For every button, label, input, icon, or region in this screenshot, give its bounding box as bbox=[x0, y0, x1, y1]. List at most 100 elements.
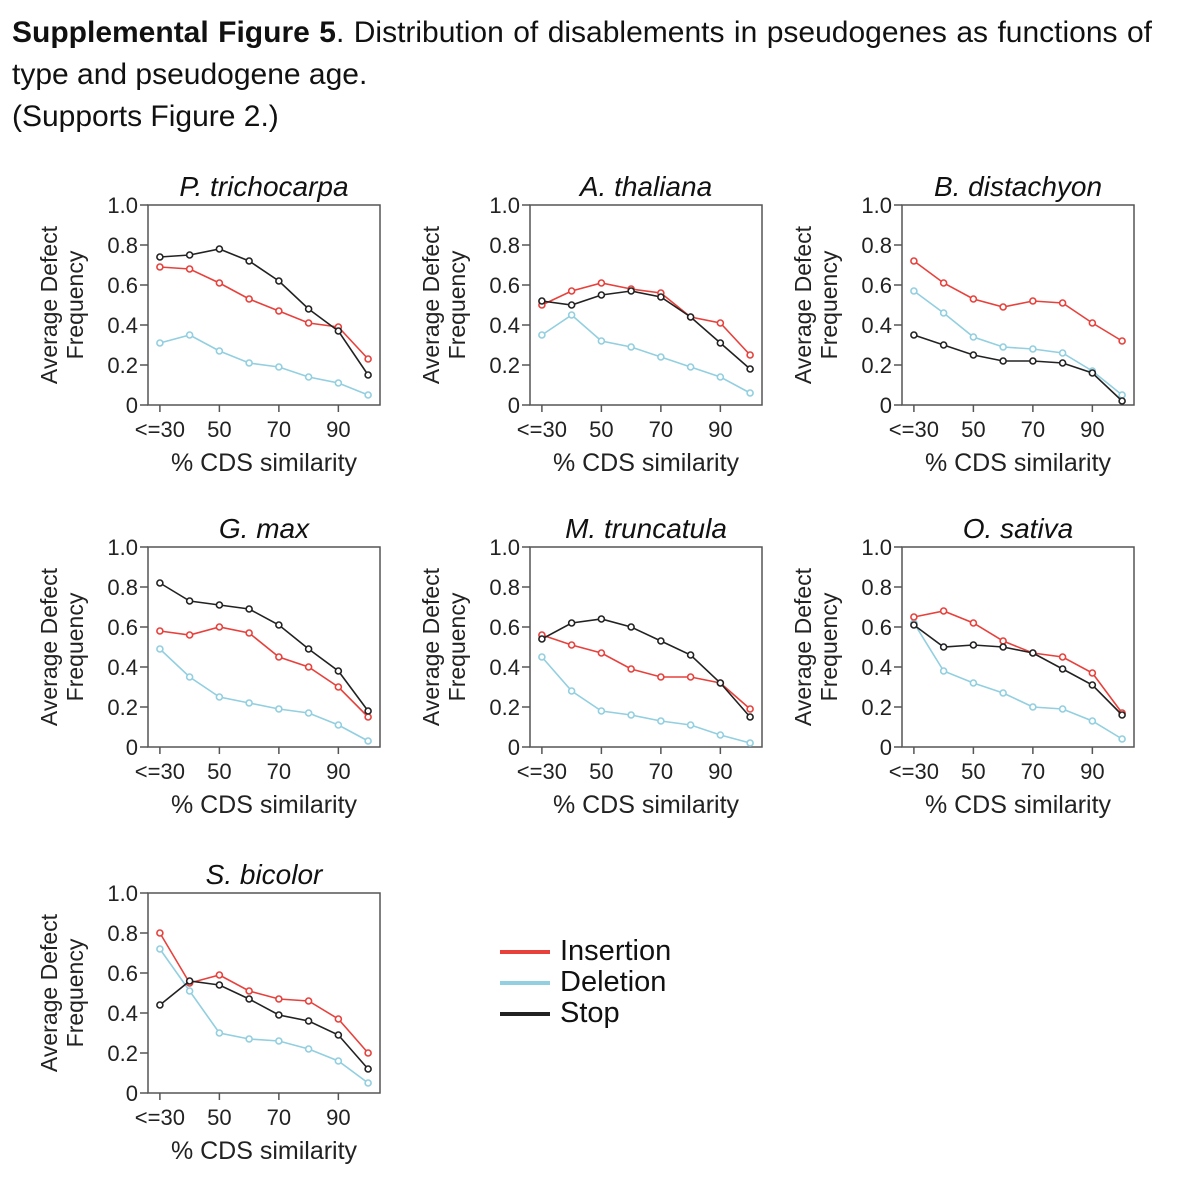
x-axis-label: % CDS similarity bbox=[553, 791, 740, 819]
data-point-deletion bbox=[1058, 705, 1067, 713]
y-axis-label-line1: Average Defect bbox=[418, 225, 444, 384]
data-point-insertion bbox=[657, 673, 665, 681]
x-tick-label: 50 bbox=[589, 759, 613, 784]
data-point-deletion bbox=[215, 347, 224, 355]
data-point-deletion bbox=[969, 333, 978, 341]
data-point-deletion bbox=[275, 363, 283, 371]
data-point-deletion bbox=[304, 709, 313, 717]
data-point-stop bbox=[275, 277, 283, 285]
series-line-stop bbox=[541, 618, 751, 718]
x-tick-label: 70 bbox=[649, 417, 673, 442]
data-point-insertion bbox=[215, 623, 224, 631]
y-tick-label: 0.6 bbox=[489, 273, 520, 298]
data-point-insertion bbox=[304, 663, 313, 671]
data-point-deletion bbox=[215, 1029, 224, 1037]
y-tick-label: 1.0 bbox=[107, 535, 138, 560]
series-line-deletion bbox=[159, 648, 369, 742]
data-point-insertion bbox=[156, 929, 164, 937]
data-point-stop bbox=[627, 287, 635, 295]
data-point-stop bbox=[334, 327, 343, 335]
caption-note: (Supports Figure 2.) bbox=[12, 100, 279, 133]
y-tick-label: 0.2 bbox=[489, 353, 520, 378]
data-point-deletion bbox=[716, 373, 725, 381]
data-point-insertion bbox=[215, 971, 224, 979]
data-point-insertion bbox=[245, 629, 253, 637]
data-point-deletion bbox=[716, 731, 725, 739]
data-point-insertion bbox=[334, 683, 343, 691]
series-line-deletion bbox=[541, 313, 751, 394]
data-point-insertion bbox=[1118, 337, 1126, 345]
data-point-stop bbox=[185, 977, 194, 985]
data-point-deletion bbox=[1058, 349, 1067, 357]
x-tick-label: 50 bbox=[589, 417, 613, 442]
data-point-deletion bbox=[156, 645, 164, 653]
data-point-insertion bbox=[364, 355, 372, 363]
x-tick-label: <=30 bbox=[135, 759, 185, 784]
y-tick-label: 0.6 bbox=[489, 615, 520, 640]
data-point-deletion bbox=[910, 287, 918, 295]
data-point-insertion bbox=[1088, 319, 1097, 327]
y-axis-label-line1: Average Defect bbox=[36, 567, 62, 726]
data-point-stop bbox=[657, 293, 665, 301]
data-point-stop bbox=[1058, 665, 1067, 673]
plot-frame bbox=[529, 546, 763, 748]
x-tick-label: 70 bbox=[267, 417, 291, 442]
data-point-stop bbox=[999, 643, 1007, 651]
x-axis-label: % CDS similarity bbox=[925, 791, 1112, 819]
data-point-stop bbox=[304, 1017, 313, 1025]
legend-label-stop: Stop bbox=[560, 997, 620, 1029]
x-tick-label: 50 bbox=[207, 759, 231, 784]
y-axis-label-line1: Average Defect bbox=[790, 225, 816, 384]
x-axis-label: % CDS similarity bbox=[171, 1137, 358, 1165]
data-point-insertion bbox=[364, 1049, 372, 1057]
data-point-insertion bbox=[275, 653, 283, 661]
y-tick-label: 0.2 bbox=[107, 695, 138, 720]
data-point-stop bbox=[275, 1011, 283, 1019]
series-line-deletion bbox=[541, 656, 751, 744]
y-tick-label: 0 bbox=[508, 735, 520, 760]
data-point-stop bbox=[1118, 397, 1126, 405]
data-point-insertion bbox=[910, 257, 918, 265]
chart-panel-6: O. sativa 0 0.2 0.4 0.6 0.8 1.0 <=30 50 70 90 % CDS… bbox=[784, 507, 1164, 827]
chart-title: A. thaliana bbox=[578, 171, 712, 202]
y-axis-label-line2: Frequency bbox=[62, 938, 88, 1047]
y-tick-label: 0.4 bbox=[861, 313, 892, 338]
plot-frame bbox=[147, 546, 381, 748]
series-line-stop bbox=[913, 334, 1123, 402]
y-axis-label-line2: Frequency bbox=[444, 250, 470, 359]
data-point-stop bbox=[275, 621, 283, 629]
chart-svg: O. sativa 0 0.2 0.4 0.6 0.8 1.0 <=30 50 70 90 % CDS… bbox=[790, 513, 1135, 819]
data-point-deletion bbox=[334, 721, 343, 729]
data-point-deletion bbox=[1029, 703, 1037, 711]
y-tick-label: 1.0 bbox=[107, 881, 138, 906]
data-point-stop bbox=[567, 619, 576, 627]
data-point-deletion bbox=[364, 391, 372, 399]
series-line-deletion bbox=[913, 622, 1123, 740]
data-point-deletion bbox=[185, 673, 194, 681]
data-point-deletion bbox=[304, 373, 313, 381]
caption-text: . Distribution of disablements in pseudo… bbox=[12, 16, 1152, 91]
chart-svg: A. thaliana 0 0.2 0.4 0.6 0.8 1.0 <=30 50 70 90 % C… bbox=[418, 171, 763, 477]
chart-title: P. trichocarpa bbox=[179, 171, 348, 202]
y-tick-label: 0.2 bbox=[107, 353, 138, 378]
data-point-insertion bbox=[185, 631, 194, 639]
data-point-stop bbox=[364, 1065, 372, 1073]
y-tick-label: 0.8 bbox=[107, 921, 138, 946]
y-tick-label: 0.8 bbox=[861, 575, 892, 600]
data-point-insertion bbox=[939, 279, 948, 287]
data-point-stop bbox=[910, 621, 918, 629]
legend: Insertion Deletion Stop bbox=[500, 936, 671, 1029]
data-point-deletion bbox=[597, 707, 606, 715]
y-tick-label: 0.8 bbox=[107, 233, 138, 258]
x-tick-label: 90 bbox=[1080, 759, 1104, 784]
y-tick-label: 0.4 bbox=[489, 313, 520, 338]
series-line-insertion bbox=[541, 282, 751, 356]
data-point-insertion bbox=[999, 303, 1007, 311]
data-point-insertion bbox=[597, 279, 606, 287]
data-point-stop bbox=[597, 291, 606, 299]
y-tick-label: 0 bbox=[126, 393, 138, 418]
chart-svg: S. bicolor 0 0.2 0.4 0.6 0.8 1.0 <=30 50 70 90 % CD… bbox=[36, 859, 381, 1165]
y-tick-label: 0 bbox=[880, 735, 892, 760]
y-tick-label: 0.8 bbox=[489, 233, 520, 258]
data-point-insertion bbox=[597, 649, 606, 657]
